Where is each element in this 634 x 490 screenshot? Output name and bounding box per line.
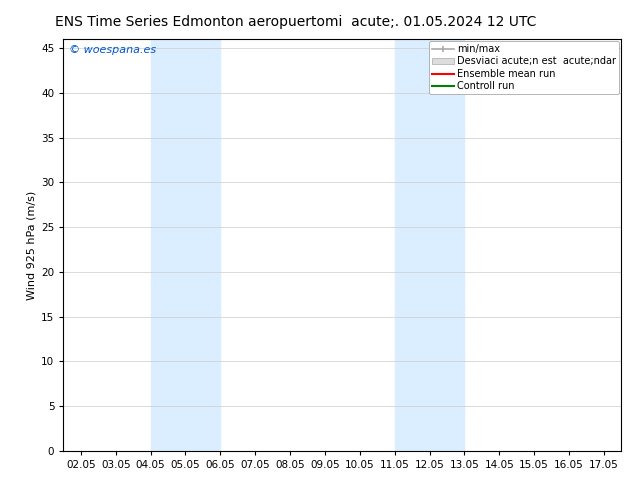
Text: © woespana.es: © woespana.es <box>69 46 156 55</box>
Bar <box>150 39 221 451</box>
Text: ENS Time Series Edmonton aeropuerto: ENS Time Series Edmonton aeropuerto <box>55 15 325 29</box>
Text: mi  acute;. 01.05.2024 12 UTC: mi acute;. 01.05.2024 12 UTC <box>325 15 537 29</box>
Bar <box>394 39 464 451</box>
Legend: min/max, Desviaci acute;n est  acute;ndar, Ensemble mean run, Controll run: min/max, Desviaci acute;n est acute;ndar… <box>429 41 619 94</box>
Y-axis label: Wind 925 hPa (m/s): Wind 925 hPa (m/s) <box>27 191 37 299</box>
